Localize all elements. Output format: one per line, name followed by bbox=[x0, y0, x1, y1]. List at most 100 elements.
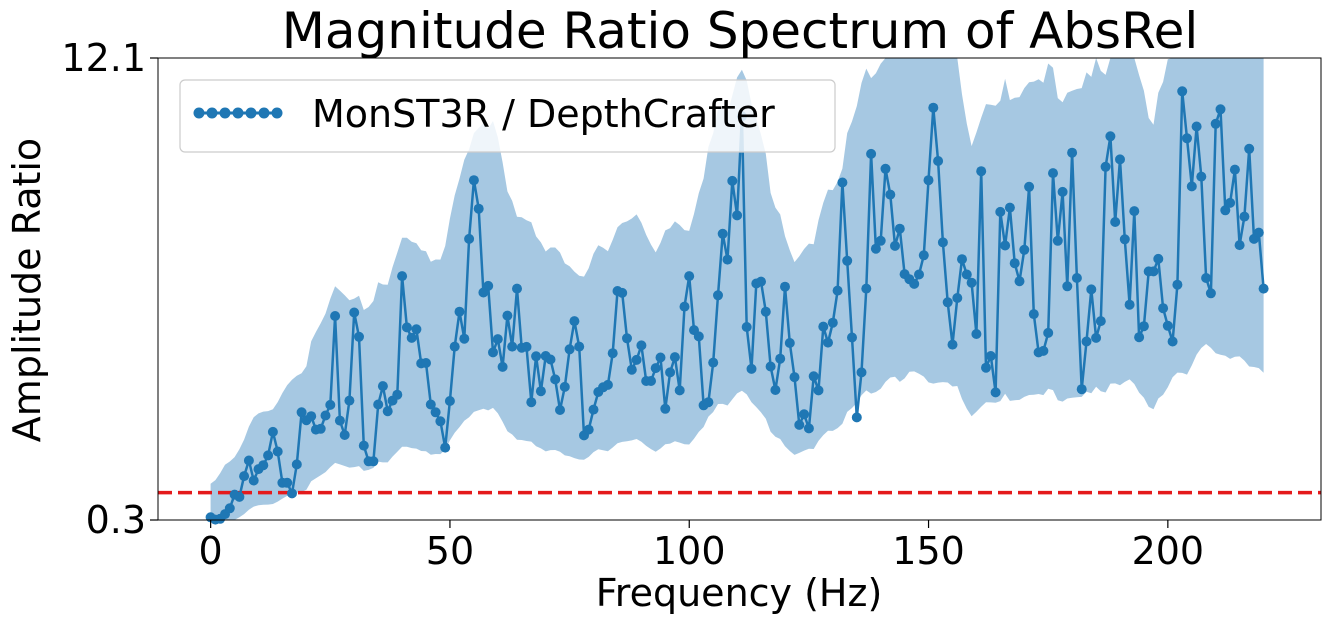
data-point bbox=[1048, 168, 1058, 179]
data-point bbox=[440, 442, 451, 453]
data-point bbox=[588, 404, 599, 415]
legend: MonST3R / DepthCrafter bbox=[179, 79, 836, 153]
data-point bbox=[435, 416, 446, 427]
data-point bbox=[1057, 186, 1068, 197]
y-axis: 0.3 12.1 bbox=[61, 36, 158, 542]
data-point bbox=[421, 358, 431, 368]
data-points bbox=[205, 86, 1269, 525]
data-point bbox=[626, 364, 637, 375]
data-point bbox=[291, 459, 302, 470]
data-point bbox=[885, 189, 896, 200]
data-point bbox=[1205, 288, 1216, 299]
data-point bbox=[966, 277, 977, 288]
y-axis-label: Amplitude Ratio bbox=[5, 138, 49, 442]
data-point bbox=[392, 389, 403, 400]
legend-marker bbox=[245, 107, 257, 119]
data-point bbox=[1119, 234, 1130, 245]
data-point bbox=[444, 396, 455, 406]
legend-marker-swatch bbox=[193, 107, 283, 119]
data-point bbox=[497, 361, 508, 372]
data-point bbox=[607, 348, 618, 359]
data-point bbox=[258, 460, 269, 471]
data-point bbox=[239, 471, 250, 482]
data-point bbox=[847, 332, 857, 343]
data-point bbox=[727, 175, 738, 186]
data-point bbox=[870, 243, 881, 254]
data-point bbox=[1076, 384, 1087, 395]
data-point bbox=[827, 317, 838, 328]
data-point bbox=[837, 177, 848, 188]
data-point bbox=[717, 228, 728, 239]
plot-frame bbox=[157, 57, 1322, 521]
data-point bbox=[545, 354, 556, 365]
data-point bbox=[914, 269, 924, 280]
data-point bbox=[722, 254, 733, 265]
data-point bbox=[425, 399, 436, 410]
data-point bbox=[1177, 86, 1188, 97]
data-point bbox=[1148, 266, 1159, 277]
data-point bbox=[1009, 258, 1020, 269]
data-point bbox=[1105, 131, 1116, 142]
data-point bbox=[1172, 279, 1183, 290]
data-point bbox=[583, 424, 594, 435]
data-point bbox=[507, 341, 518, 352]
legend-label: MonST3R / DepthCrafter bbox=[312, 92, 775, 136]
data-point bbox=[368, 456, 379, 467]
data-point bbox=[464, 233, 475, 244]
data-point bbox=[981, 362, 991, 373]
data-point bbox=[1162, 320, 1173, 331]
data-point bbox=[890, 240, 900, 251]
data-point bbox=[866, 148, 877, 159]
data-point bbox=[1191, 121, 1202, 132]
data-point bbox=[1201, 273, 1212, 283]
data-point bbox=[937, 237, 948, 248]
data-point bbox=[1000, 240, 1011, 251]
data-point bbox=[957, 254, 967, 265]
x-tick-label: 100 bbox=[653, 529, 726, 573]
data-point bbox=[842, 255, 853, 266]
data-point bbox=[1110, 217, 1121, 227]
legend-marker bbox=[219, 107, 231, 119]
data-point bbox=[995, 206, 1006, 217]
data-point bbox=[1225, 197, 1236, 208]
data-point bbox=[1028, 309, 1039, 320]
data-point bbox=[803, 423, 814, 434]
data-point bbox=[550, 374, 561, 385]
data-point bbox=[631, 354, 642, 365]
data-point bbox=[1086, 284, 1097, 295]
data-point bbox=[1100, 161, 1111, 172]
data-point bbox=[1019, 244, 1030, 255]
data-point bbox=[334, 415, 345, 426]
data-point bbox=[1052, 235, 1063, 246]
data-point bbox=[775, 353, 786, 364]
data-point bbox=[325, 399, 336, 410]
data-point bbox=[679, 301, 690, 312]
data-point bbox=[354, 331, 364, 342]
data-point bbox=[224, 503, 235, 514]
data-point bbox=[1014, 276, 1025, 287]
data-point bbox=[947, 339, 958, 350]
data-point bbox=[1115, 154, 1125, 165]
data-point bbox=[473, 203, 484, 214]
data-point bbox=[1215, 104, 1226, 115]
data-point bbox=[512, 283, 522, 294]
data-point bbox=[708, 357, 719, 368]
data-point bbox=[808, 371, 819, 382]
x-tick-label: 50 bbox=[426, 529, 474, 573]
data-point bbox=[818, 321, 829, 332]
data-point bbox=[1244, 143, 1255, 154]
data-point bbox=[655, 352, 666, 363]
data-point bbox=[617, 287, 628, 298]
data-point bbox=[1220, 205, 1231, 216]
data-point bbox=[985, 351, 996, 361]
data-point bbox=[636, 340, 647, 351]
data-point bbox=[928, 102, 939, 113]
data-point bbox=[861, 283, 872, 294]
data-point bbox=[397, 271, 408, 282]
legend-marker bbox=[271, 107, 283, 119]
data-point bbox=[976, 166, 987, 177]
data-point bbox=[569, 316, 580, 327]
data-point bbox=[574, 341, 585, 352]
data-point bbox=[430, 407, 441, 418]
